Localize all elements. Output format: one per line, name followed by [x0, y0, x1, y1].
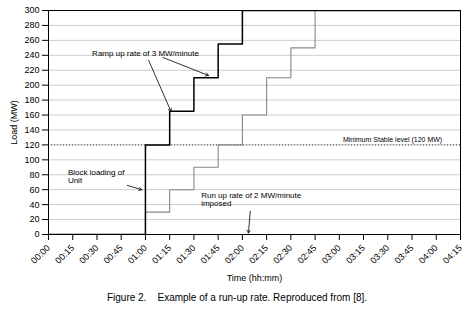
svg-text:Minimum Stable level (120 MW): Minimum Stable level (120 MW) [343, 136, 442, 144]
svg-text:03:45: 03:45 [392, 243, 415, 266]
svg-text:240: 240 [24, 50, 39, 60]
svg-text:20: 20 [29, 214, 39, 224]
svg-text:40: 40 [29, 200, 39, 210]
svg-text:03:30: 03:30 [368, 243, 391, 266]
svg-text:100: 100 [24, 155, 39, 165]
svg-text:180: 180 [24, 95, 39, 105]
svg-text:220: 220 [24, 65, 39, 75]
svg-text:02:15: 02:15 [247, 243, 270, 266]
svg-text:01:00: 01:00 [126, 243, 149, 266]
svg-text:260: 260 [24, 35, 39, 45]
svg-text:00:00: 00:00 [29, 243, 52, 266]
svg-text:Run up rate of 2 MW/minuteimpo: Run up rate of 2 MW/minuteimposed [201, 191, 302, 208]
svg-text:00:45: 00:45 [102, 243, 125, 266]
svg-text:00:15: 00:15 [53, 243, 76, 266]
svg-text:03:15: 03:15 [344, 243, 367, 266]
svg-text:Time (hh:mm): Time (hh:mm) [227, 273, 283, 283]
svg-text:02:00: 02:00 [223, 243, 246, 266]
svg-text:0: 0 [34, 229, 39, 239]
svg-text:01:45: 01:45 [199, 243, 222, 266]
svg-text:80: 80 [29, 170, 39, 180]
svg-text:03:00: 03:00 [320, 243, 343, 266]
svg-text:02:30: 02:30 [271, 243, 294, 266]
svg-text:300: 300 [24, 5, 39, 15]
svg-text:Block loading ofUnit: Block loading ofUnit [68, 168, 125, 185]
svg-text:01:15: 01:15 [150, 243, 173, 266]
svg-text:00:30: 00:30 [77, 243, 100, 266]
svg-text:04:00: 04:00 [417, 243, 440, 266]
svg-text:Ramp up rate of 3 MW/minute: Ramp up rate of 3 MW/minute [92, 49, 199, 58]
svg-text:60: 60 [29, 185, 39, 195]
svg-text:04:15: 04:15 [441, 243, 464, 266]
svg-text:280: 280 [24, 20, 39, 30]
svg-text:Load (MW): Load (MW) [9, 100, 19, 145]
svg-text:200: 200 [24, 80, 39, 90]
svg-text:02:45: 02:45 [296, 243, 319, 266]
svg-text:120: 120 [24, 140, 39, 150]
svg-text:01:30: 01:30 [174, 243, 197, 266]
html-text:Figure 2. Example of a run-up: Figure 2. Example of a run-up rate. Repr… [106, 292, 368, 303]
svg-text:140: 140 [24, 125, 39, 135]
svg-text:160: 160 [24, 110, 39, 120]
